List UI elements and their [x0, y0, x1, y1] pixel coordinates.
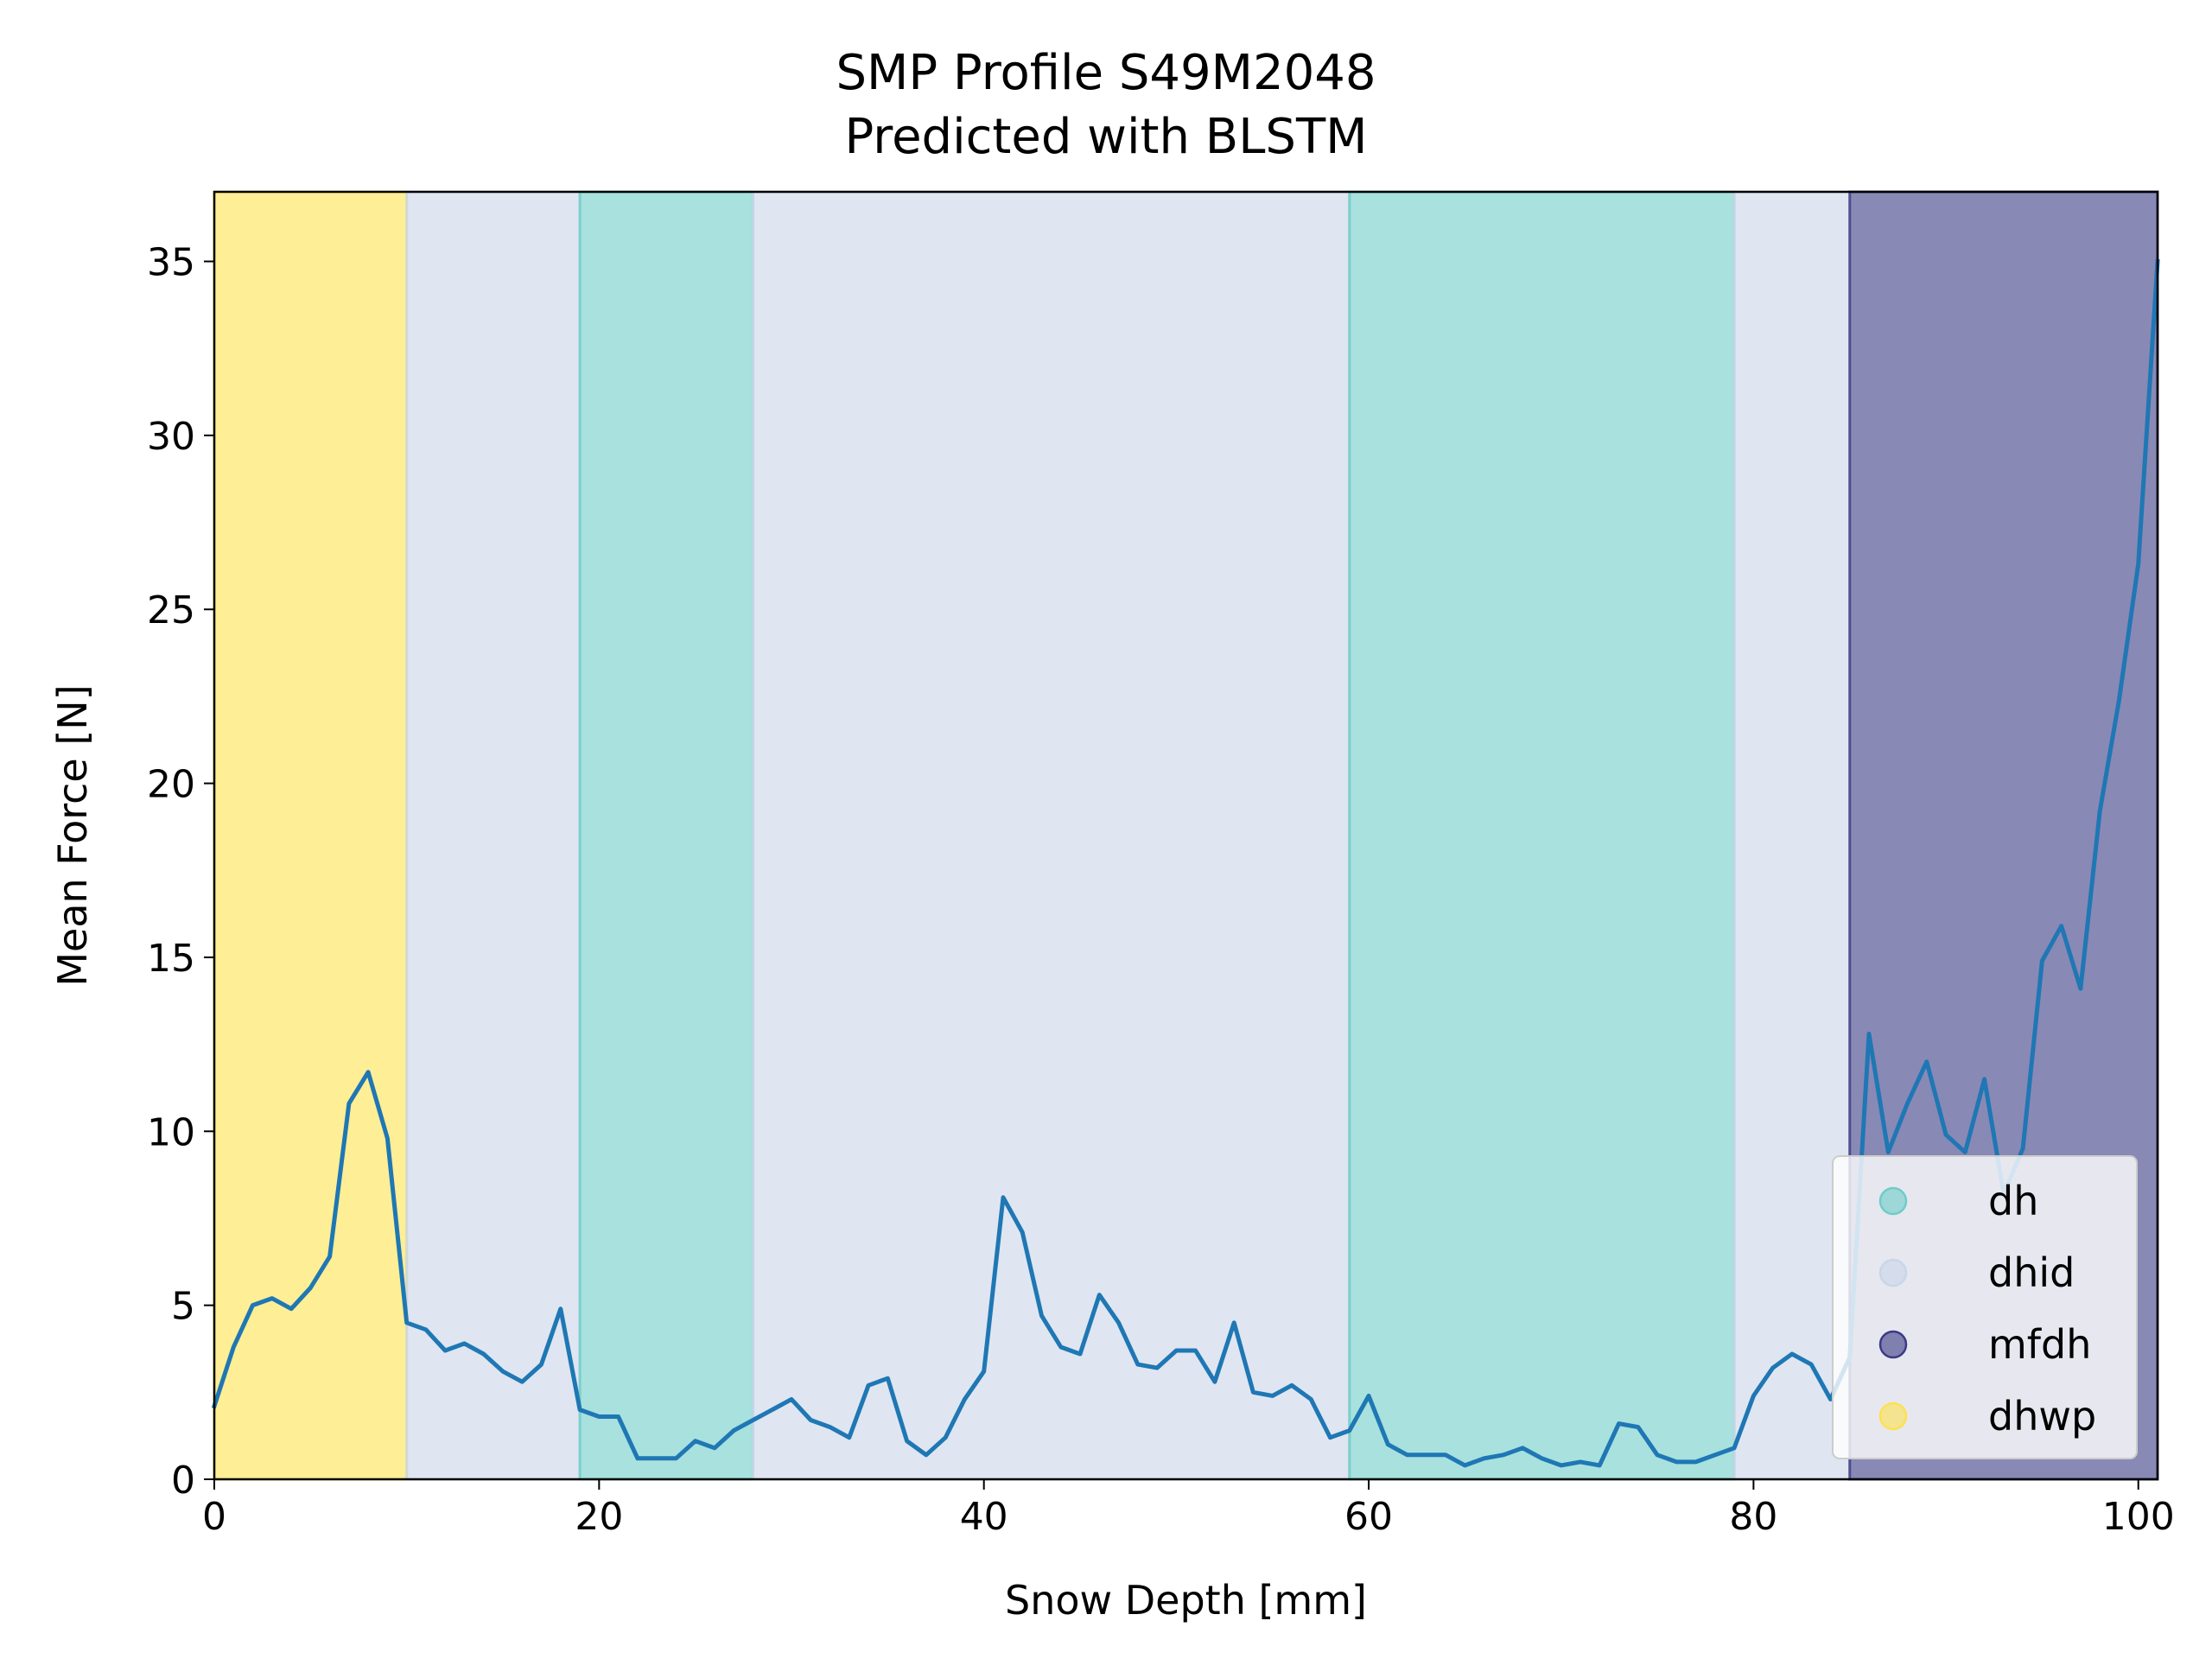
y-tick-label: 0: [171, 1459, 195, 1503]
band-dhid-5: [1732, 190, 1852, 1481]
chart-title-line-1: SMP Profile S49M2048: [836, 45, 1376, 101]
x-tick-label: 100: [2102, 1495, 2175, 1539]
x-tick-label: 20: [575, 1495, 623, 1539]
legend-label-mfdh: mfdh: [1988, 1321, 2091, 1368]
y-tick-label: 5: [171, 1285, 195, 1329]
y-tick-label: 25: [147, 588, 195, 632]
x-tick-label: 40: [960, 1495, 1008, 1539]
y-tick-label: 10: [147, 1110, 195, 1154]
plot-frame: [213, 190, 2159, 1481]
band-dh-4: [1348, 190, 1736, 1481]
legend-label-dhwp: dhwp: [1988, 1393, 2096, 1440]
y-axis-label: Mean Force [N]: [49, 684, 96, 986]
legend: dh dhid mfdh dhwp: [1832, 1155, 2138, 1459]
band-dhid-1: [405, 190, 582, 1481]
legend-marker-dhwp: [1878, 1402, 1908, 1431]
chart-title-line-2: Predicted with BLSTM: [844, 109, 1368, 165]
x-tick-label: 80: [1729, 1495, 1777, 1539]
band-dhid-3: [751, 190, 1351, 1481]
legend-box: [1832, 1155, 2138, 1459]
x-axis-label: Snow Depth [mm]: [1005, 1577, 1367, 1624]
x-tick-label: 60: [1344, 1495, 1393, 1539]
legend-marker-dh: [1878, 1186, 1908, 1216]
y-tick-label: 30: [147, 415, 195, 459]
legend-marker-mfdh: [1878, 1330, 1908, 1359]
y-tick-label: 20: [147, 763, 195, 807]
legend-label-dhid: dhid: [1988, 1249, 2075, 1296]
x-tick-label: 0: [202, 1495, 226, 1539]
y-tick-label: 15: [147, 937, 195, 981]
legend-label-dh: dh: [1988, 1178, 2038, 1224]
band-dh-2: [578, 190, 754, 1481]
y-tick-label: 35: [147, 241, 195, 285]
legend-marker-dhid: [1878, 1258, 1908, 1287]
axes: 0 20 40 60 80 100 0 5 10 15 20 25 30 35 Snow Depth [mm…: [49, 190, 2175, 1624]
